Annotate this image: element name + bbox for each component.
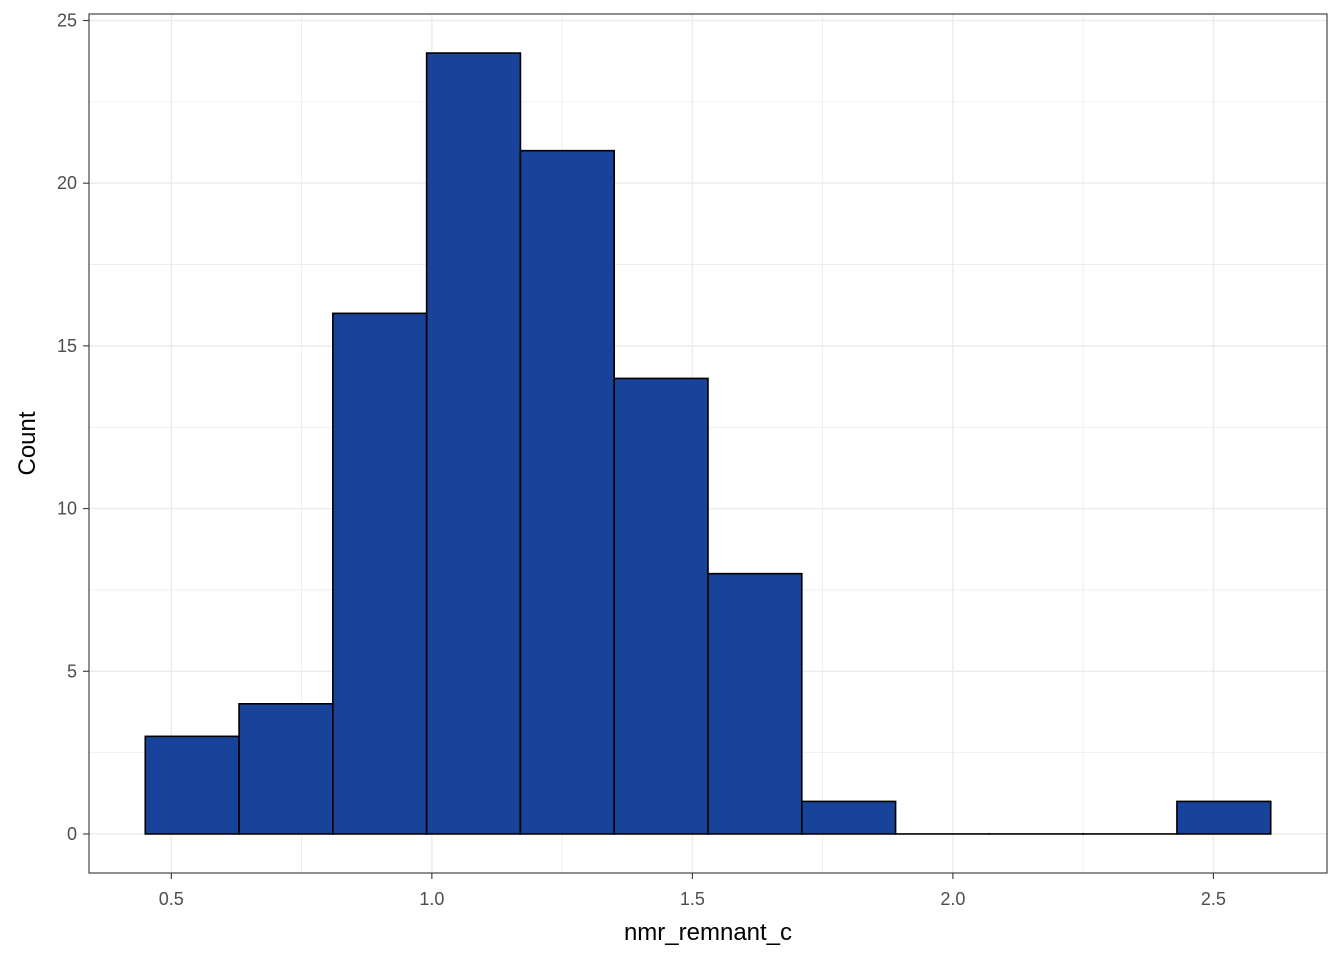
x-tick-label: 2.0 [940,889,965,909]
y-tick-label: 0 [67,824,77,844]
histogram-bar [425,52,522,835]
histogram-bars [144,52,1272,835]
y-axis: 0 5 10 15 20 25 [57,11,89,844]
histogram-bar [1176,800,1272,835]
y-tick-label: 15 [57,336,77,356]
x-tick-label: 0.5 [159,889,184,909]
histogram-bar [519,149,616,835]
x-tick-label: 1.0 [419,889,444,909]
x-axis: 0.5 1.0 1.5 2.0 2.5 [159,873,1226,909]
y-tick-label: 10 [57,499,77,519]
x-tick-label: 2.5 [1201,889,1226,909]
y-tick-label: 25 [57,11,77,31]
y-axis-title: Count [14,411,41,475]
y-tick-label: 20 [57,173,77,193]
histogram-bar [238,703,334,835]
y-tick-label: 5 [67,661,77,681]
x-tick-label: 1.5 [680,889,705,909]
panel-border [88,13,1328,874]
histogram-bar [332,312,428,835]
histogram-bar [613,377,709,835]
histogram-bar [707,572,803,835]
histogram-bar [800,800,897,835]
histogram-bar [144,735,240,835]
x-axis-title: nmr_remnant_c [624,919,792,946]
